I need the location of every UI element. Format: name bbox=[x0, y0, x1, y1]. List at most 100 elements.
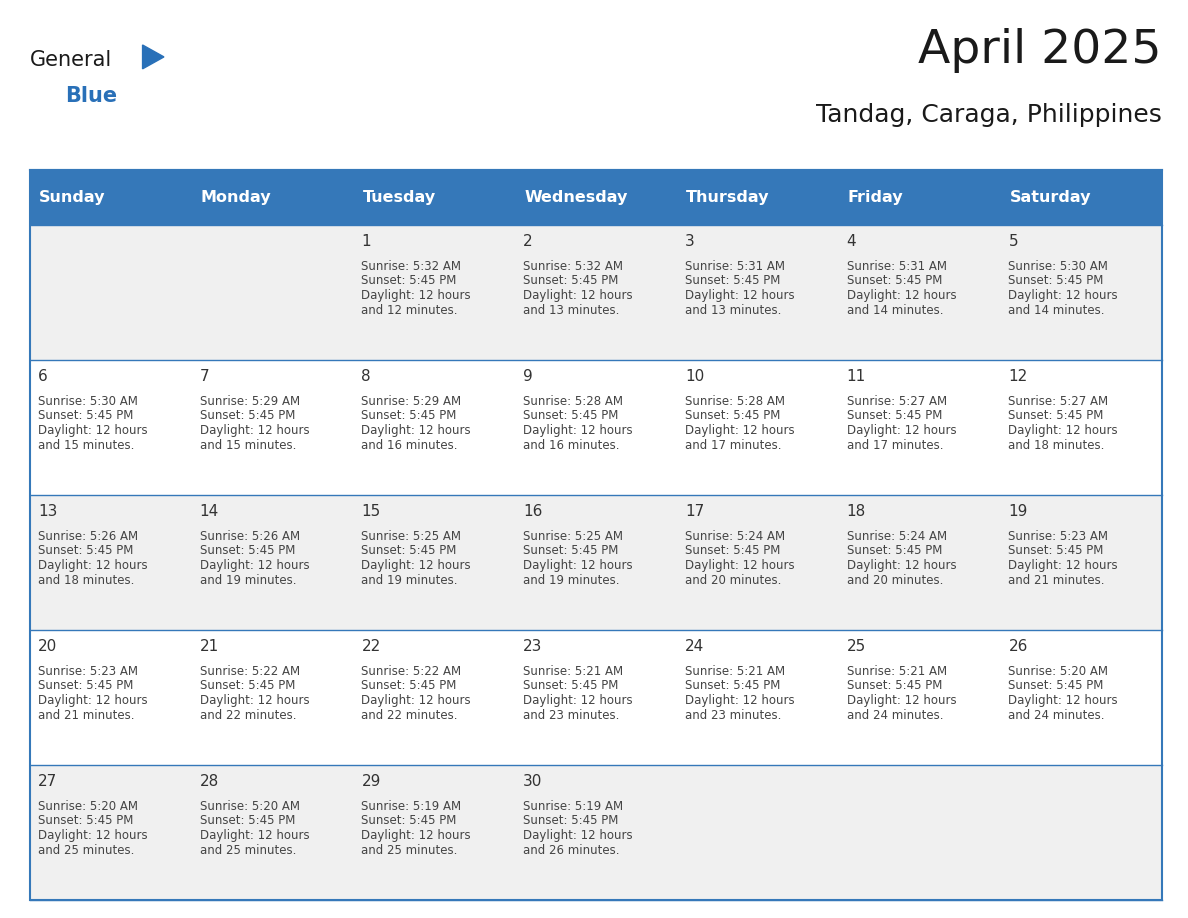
Text: Daylight: 12 hours: Daylight: 12 hours bbox=[847, 424, 956, 437]
Text: and 15 minutes.: and 15 minutes. bbox=[200, 439, 296, 452]
Text: Sunset: 5:45 PM: Sunset: 5:45 PM bbox=[523, 679, 619, 692]
Text: Sunset: 5:45 PM: Sunset: 5:45 PM bbox=[38, 814, 133, 827]
Text: Sunrise: 5:25 AM: Sunrise: 5:25 AM bbox=[361, 530, 461, 543]
Text: Tandag, Caraga, Philippines: Tandag, Caraga, Philippines bbox=[816, 103, 1162, 127]
Text: Sunset: 5:45 PM: Sunset: 5:45 PM bbox=[200, 679, 295, 692]
Text: 19: 19 bbox=[1009, 504, 1028, 519]
Text: and 24 minutes.: and 24 minutes. bbox=[1009, 709, 1105, 722]
Text: and 18 minutes.: and 18 minutes. bbox=[38, 574, 134, 587]
Text: Sunset: 5:45 PM: Sunset: 5:45 PM bbox=[361, 814, 457, 827]
Bar bbox=[30, 360, 1162, 495]
Text: Sunrise: 5:24 AM: Sunrise: 5:24 AM bbox=[685, 530, 785, 543]
Text: Sunrise: 5:20 AM: Sunrise: 5:20 AM bbox=[38, 800, 138, 812]
Text: Sunset: 5:45 PM: Sunset: 5:45 PM bbox=[847, 544, 942, 557]
Text: April 2025: April 2025 bbox=[918, 28, 1162, 73]
Text: Sunset: 5:45 PM: Sunset: 5:45 PM bbox=[847, 409, 942, 422]
Text: 30: 30 bbox=[523, 774, 543, 789]
Text: Sunset: 5:45 PM: Sunset: 5:45 PM bbox=[685, 409, 781, 422]
Text: Sunrise: 5:19 AM: Sunrise: 5:19 AM bbox=[523, 800, 624, 812]
Text: and 19 minutes.: and 19 minutes. bbox=[200, 574, 296, 587]
Text: General: General bbox=[30, 50, 112, 70]
Text: Sunrise: 5:26 AM: Sunrise: 5:26 AM bbox=[200, 530, 299, 543]
Text: 8: 8 bbox=[361, 369, 371, 384]
Text: 11: 11 bbox=[847, 369, 866, 384]
Text: Sunrise: 5:23 AM: Sunrise: 5:23 AM bbox=[38, 665, 138, 677]
Text: and 21 minutes.: and 21 minutes. bbox=[38, 709, 134, 722]
Text: and 20 minutes.: and 20 minutes. bbox=[685, 574, 782, 587]
Text: 3: 3 bbox=[685, 234, 695, 249]
Text: 6: 6 bbox=[38, 369, 48, 384]
Text: Tuesday: Tuesday bbox=[362, 190, 436, 205]
Text: and 14 minutes.: and 14 minutes. bbox=[1009, 304, 1105, 317]
Text: Sunrise: 5:30 AM: Sunrise: 5:30 AM bbox=[38, 395, 138, 408]
Text: Daylight: 12 hours: Daylight: 12 hours bbox=[361, 424, 472, 437]
Text: Daylight: 12 hours: Daylight: 12 hours bbox=[200, 559, 309, 572]
Text: Monday: Monday bbox=[201, 190, 272, 205]
Text: Sunset: 5:45 PM: Sunset: 5:45 PM bbox=[1009, 679, 1104, 692]
Text: 25: 25 bbox=[847, 639, 866, 654]
Text: Daylight: 12 hours: Daylight: 12 hours bbox=[685, 424, 795, 437]
Text: 28: 28 bbox=[200, 774, 219, 789]
Text: Daylight: 12 hours: Daylight: 12 hours bbox=[847, 559, 956, 572]
Text: 1: 1 bbox=[361, 234, 371, 249]
Text: Daylight: 12 hours: Daylight: 12 hours bbox=[38, 829, 147, 842]
Text: Sunset: 5:45 PM: Sunset: 5:45 PM bbox=[361, 544, 457, 557]
Text: 13: 13 bbox=[38, 504, 57, 519]
Text: 26: 26 bbox=[1009, 639, 1028, 654]
Text: and 20 minutes.: and 20 minutes. bbox=[847, 574, 943, 587]
Text: Sunrise: 5:31 AM: Sunrise: 5:31 AM bbox=[847, 260, 947, 273]
Text: Daylight: 12 hours: Daylight: 12 hours bbox=[361, 829, 472, 842]
Text: Sunday: Sunday bbox=[39, 190, 106, 205]
Text: Daylight: 12 hours: Daylight: 12 hours bbox=[361, 289, 472, 302]
Text: 5: 5 bbox=[1009, 234, 1018, 249]
Text: and 18 minutes.: and 18 minutes. bbox=[1009, 439, 1105, 452]
Text: Sunset: 5:45 PM: Sunset: 5:45 PM bbox=[361, 409, 457, 422]
Text: and 25 minutes.: and 25 minutes. bbox=[200, 844, 296, 856]
Text: Sunset: 5:45 PM: Sunset: 5:45 PM bbox=[523, 814, 619, 827]
Text: Sunset: 5:45 PM: Sunset: 5:45 PM bbox=[361, 679, 457, 692]
Text: Sunrise: 5:27 AM: Sunrise: 5:27 AM bbox=[847, 395, 947, 408]
Text: 2: 2 bbox=[523, 234, 533, 249]
Text: Daylight: 12 hours: Daylight: 12 hours bbox=[361, 559, 472, 572]
Text: Sunrise: 5:26 AM: Sunrise: 5:26 AM bbox=[38, 530, 138, 543]
Text: 7: 7 bbox=[200, 369, 209, 384]
Text: Sunset: 5:45 PM: Sunset: 5:45 PM bbox=[200, 544, 295, 557]
Text: Daylight: 12 hours: Daylight: 12 hours bbox=[523, 694, 633, 707]
Text: Wednesday: Wednesday bbox=[524, 190, 627, 205]
Text: Blue: Blue bbox=[65, 86, 118, 106]
Text: and 24 minutes.: and 24 minutes. bbox=[847, 709, 943, 722]
Text: Sunrise: 5:21 AM: Sunrise: 5:21 AM bbox=[523, 665, 624, 677]
Text: 29: 29 bbox=[361, 774, 381, 789]
Text: Daylight: 12 hours: Daylight: 12 hours bbox=[38, 424, 147, 437]
Text: and 26 minutes.: and 26 minutes. bbox=[523, 844, 620, 856]
Text: Sunrise: 5:32 AM: Sunrise: 5:32 AM bbox=[523, 260, 624, 273]
Text: 27: 27 bbox=[38, 774, 57, 789]
Text: 10: 10 bbox=[685, 369, 704, 384]
Text: Sunrise: 5:25 AM: Sunrise: 5:25 AM bbox=[523, 530, 624, 543]
Text: Sunset: 5:45 PM: Sunset: 5:45 PM bbox=[361, 274, 457, 287]
Polygon shape bbox=[143, 45, 164, 69]
Text: Friday: Friday bbox=[848, 190, 904, 205]
Text: Sunrise: 5:21 AM: Sunrise: 5:21 AM bbox=[685, 665, 785, 677]
Text: Sunset: 5:45 PM: Sunset: 5:45 PM bbox=[38, 544, 133, 557]
Text: Daylight: 12 hours: Daylight: 12 hours bbox=[685, 694, 795, 707]
Text: Daylight: 12 hours: Daylight: 12 hours bbox=[1009, 559, 1118, 572]
Text: Daylight: 12 hours: Daylight: 12 hours bbox=[1009, 694, 1118, 707]
Text: and 23 minutes.: and 23 minutes. bbox=[685, 709, 782, 722]
Text: 12: 12 bbox=[1009, 369, 1028, 384]
Text: Sunrise: 5:29 AM: Sunrise: 5:29 AM bbox=[200, 395, 299, 408]
Text: Sunset: 5:45 PM: Sunset: 5:45 PM bbox=[1009, 274, 1104, 287]
Text: Sunset: 5:45 PM: Sunset: 5:45 PM bbox=[200, 409, 295, 422]
Bar bbox=[30, 495, 1162, 630]
Text: and 17 minutes.: and 17 minutes. bbox=[847, 439, 943, 452]
Text: and 13 minutes.: and 13 minutes. bbox=[685, 304, 782, 317]
Text: Daylight: 12 hours: Daylight: 12 hours bbox=[200, 424, 309, 437]
Text: Sunrise: 5:20 AM: Sunrise: 5:20 AM bbox=[200, 800, 299, 812]
Text: Sunset: 5:45 PM: Sunset: 5:45 PM bbox=[523, 409, 619, 422]
Text: Sunset: 5:45 PM: Sunset: 5:45 PM bbox=[847, 274, 942, 287]
Text: Daylight: 12 hours: Daylight: 12 hours bbox=[523, 829, 633, 842]
Text: and 14 minutes.: and 14 minutes. bbox=[847, 304, 943, 317]
Text: Sunrise: 5:28 AM: Sunrise: 5:28 AM bbox=[523, 395, 624, 408]
Text: Daylight: 12 hours: Daylight: 12 hours bbox=[847, 289, 956, 302]
Text: Daylight: 12 hours: Daylight: 12 hours bbox=[847, 694, 956, 707]
